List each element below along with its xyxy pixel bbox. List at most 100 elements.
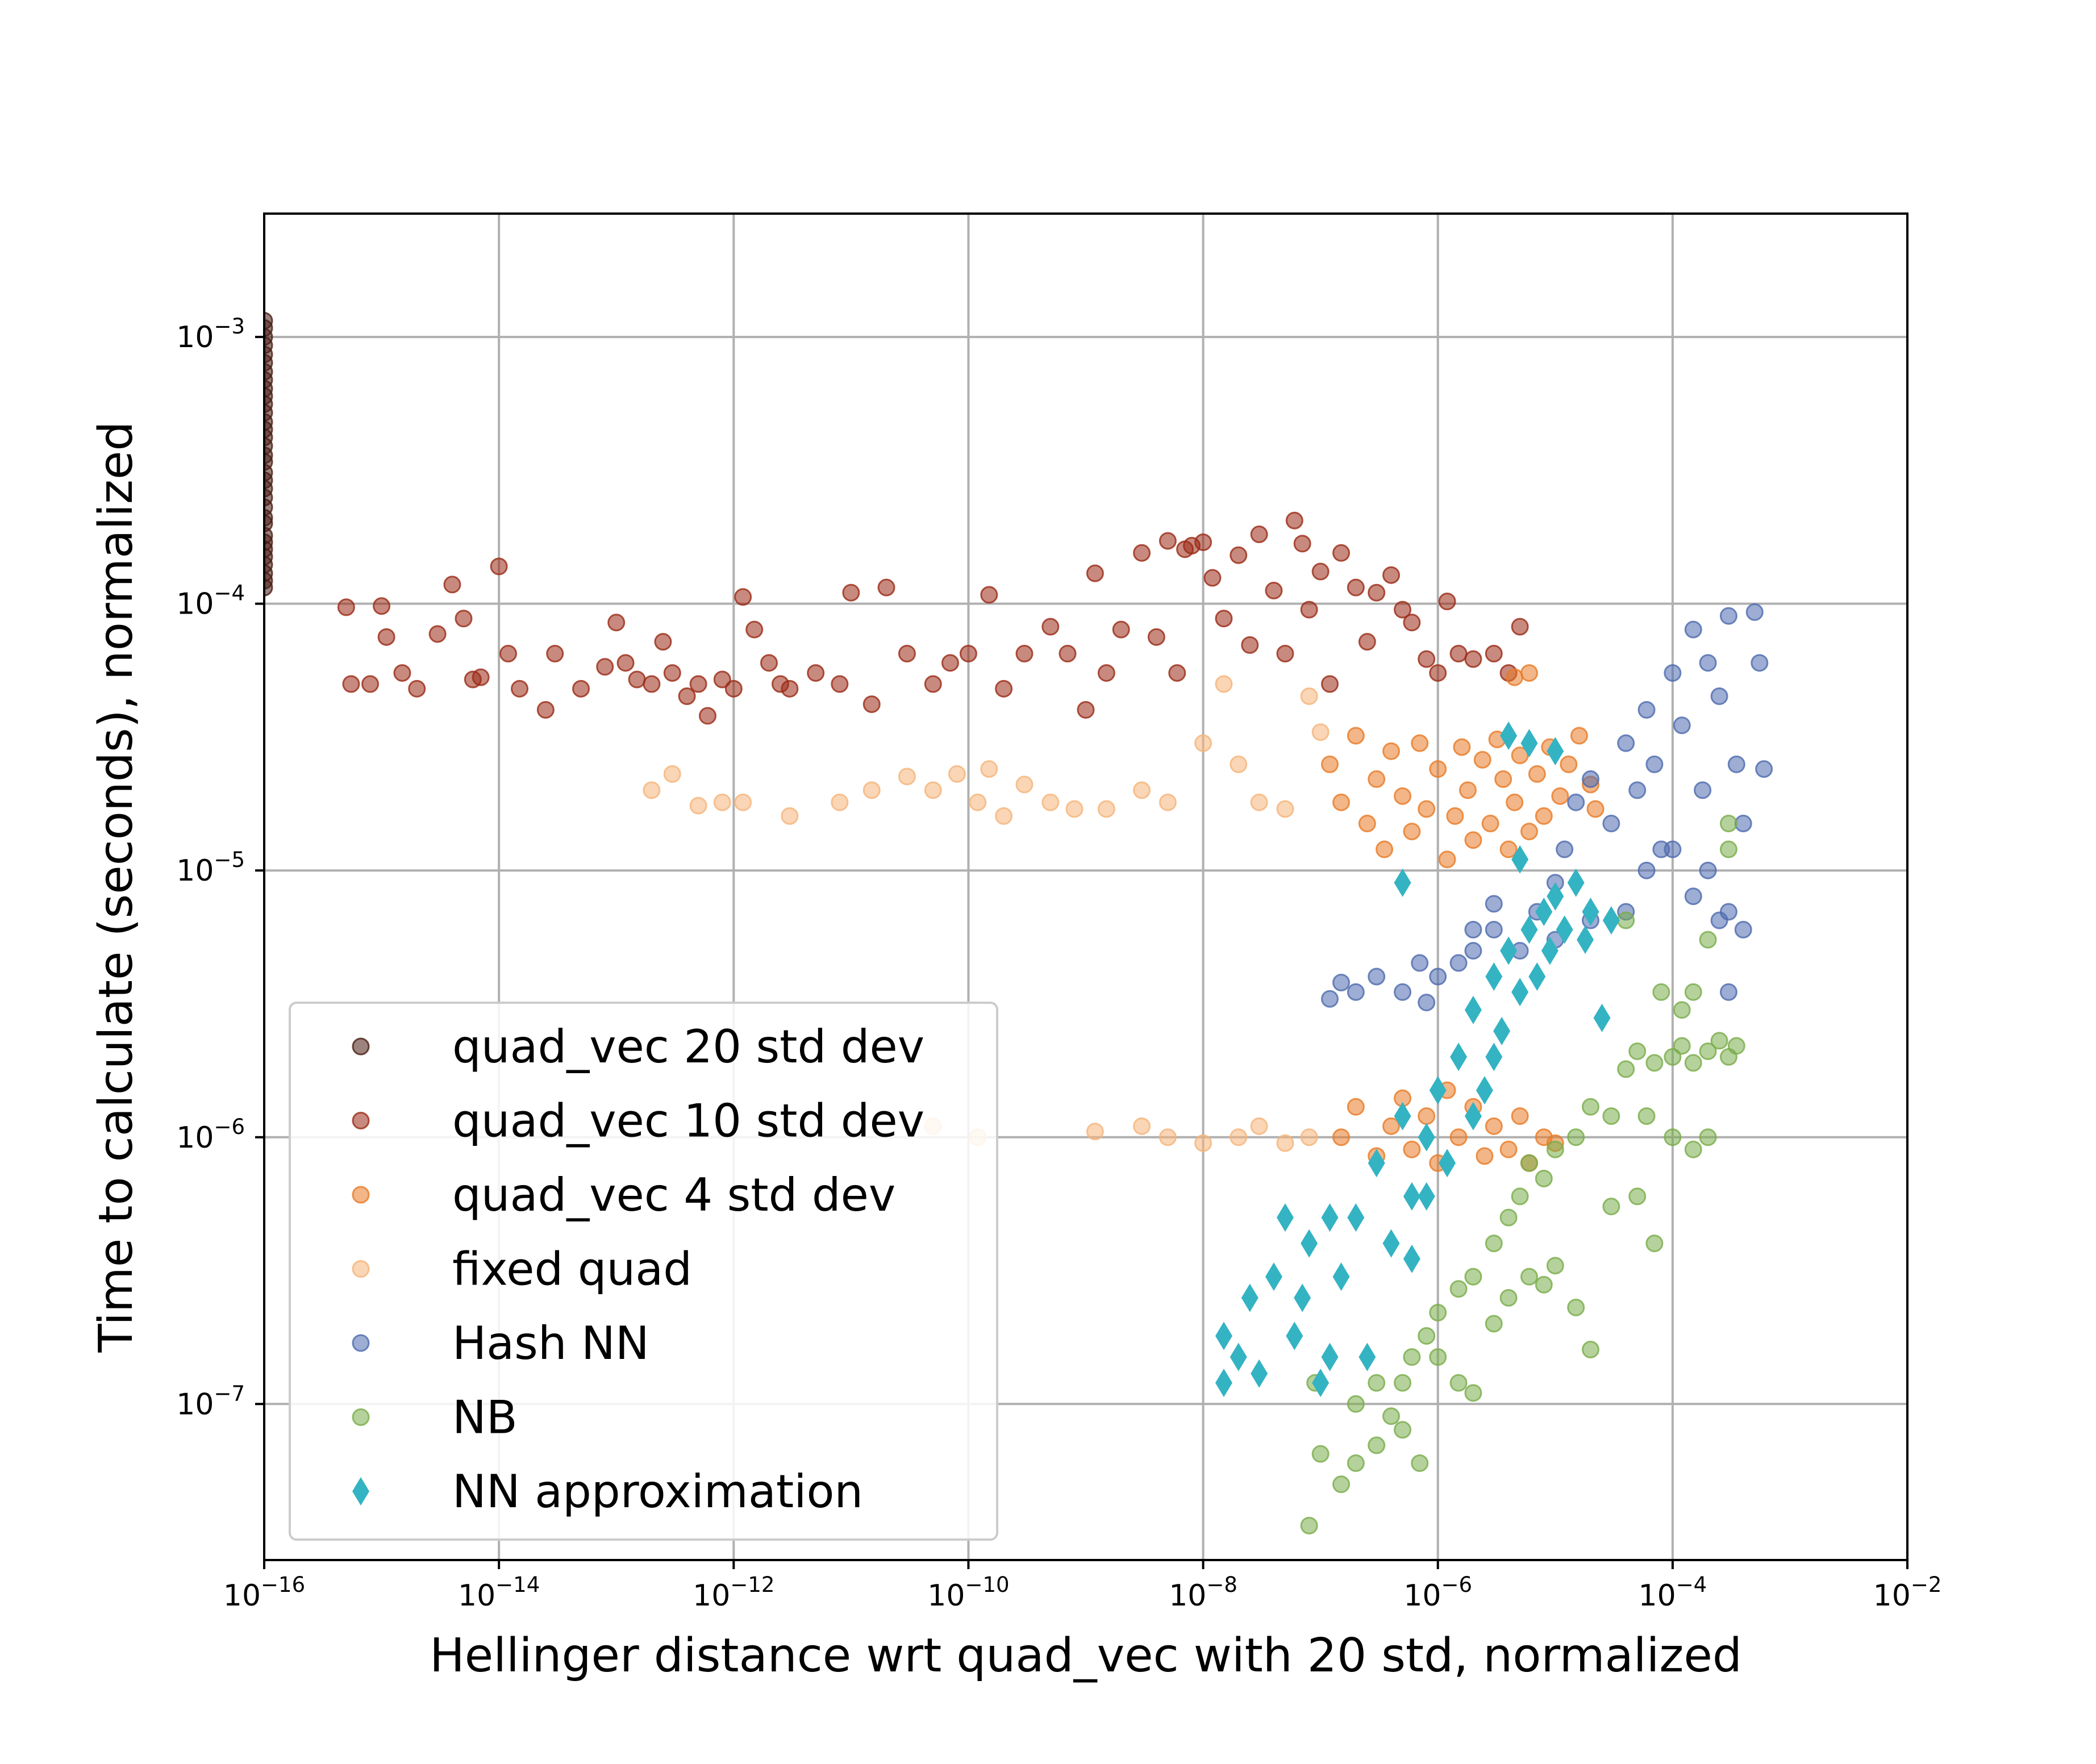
- series-quad-vec-4-std-dev: [1320, 664, 1605, 1172]
- data-point: [1300, 687, 1318, 705]
- data-point-diamond: [1567, 868, 1585, 897]
- data-point-diamond: [1368, 1149, 1385, 1178]
- data-point-diamond: [1450, 1042, 1468, 1071]
- data-point: [1446, 807, 1464, 825]
- data-point: [1449, 1280, 1468, 1298]
- x-axis-label: Hellinger distance wrt quad_vec with 20 …: [430, 1629, 1742, 1683]
- data-point: [1265, 582, 1283, 600]
- data-point: [1429, 1348, 1447, 1366]
- legend-marker: [352, 1334, 370, 1352]
- data-point: [1347, 578, 1365, 597]
- data-point: [1368, 1436, 1386, 1454]
- data-point: [654, 633, 672, 651]
- data-point: [1276, 645, 1294, 663]
- data-point: [1755, 760, 1773, 778]
- data-point: [1112, 620, 1130, 639]
- data-point-diamond: [1520, 915, 1538, 944]
- data-point: [1699, 1128, 1717, 1146]
- data-point-diamond: [1500, 936, 1518, 965]
- data-point: [1332, 1475, 1351, 1494]
- data-point: [1551, 787, 1569, 805]
- data-point: [643, 781, 661, 799]
- data-point-diamond: [1294, 1283, 1311, 1312]
- data-point-diamond: [1520, 729, 1538, 758]
- data-point: [1276, 1134, 1294, 1152]
- data-point: [1719, 815, 1737, 833]
- data-point: [898, 645, 916, 663]
- data-point: [1241, 636, 1259, 654]
- data-point: [1581, 1098, 1599, 1116]
- data-point: [1664, 1128, 1682, 1146]
- data-point: [1394, 983, 1412, 1001]
- data-point: [1511, 1107, 1529, 1125]
- data-point: [1499, 840, 1518, 858]
- x-tick-label: 10−16: [223, 1573, 305, 1613]
- data-point: [1485, 1235, 1503, 1253]
- data-point: [1347, 727, 1365, 745]
- data-point: [1560, 755, 1578, 773]
- data-point: [1602, 1107, 1620, 1125]
- data-point-diamond: [1556, 915, 1573, 944]
- data-point-diamond: [1464, 1102, 1482, 1131]
- data-point: [1464, 650, 1482, 668]
- data-point-diamond: [1359, 1342, 1376, 1371]
- data-point: [1133, 1117, 1151, 1135]
- data-point: [1438, 850, 1456, 869]
- data-point: [1368, 968, 1386, 986]
- data-point: [781, 807, 799, 825]
- data-point: [1617, 1060, 1635, 1078]
- data-point: [734, 588, 752, 606]
- data-point: [1684, 887, 1702, 906]
- data-point: [1628, 1187, 1647, 1206]
- data-point: [1464, 942, 1482, 960]
- data-point: [1133, 781, 1151, 799]
- data-point-diamond: [1394, 868, 1411, 897]
- data-point: [1332, 793, 1351, 811]
- data-point: [1449, 1374, 1468, 1392]
- data-point-diamond: [1394, 1102, 1411, 1131]
- data-point: [1376, 840, 1394, 858]
- data-point: [1570, 727, 1588, 745]
- data-point: [393, 664, 411, 682]
- data-point-diamond: [1485, 962, 1503, 991]
- data-point: [948, 765, 966, 783]
- x-tick-label: 10−14: [458, 1573, 540, 1613]
- data-point: [924, 781, 942, 799]
- x-tick-label: 10−10: [927, 1573, 1009, 1613]
- data-point: [428, 625, 447, 643]
- data-point-diamond: [1593, 1003, 1611, 1032]
- data-point: [1464, 1267, 1482, 1286]
- data-point: [1203, 569, 1222, 587]
- data-point-diamond: [1321, 1203, 1339, 1232]
- data-point-diamond: [1547, 882, 1564, 911]
- data-point-diamond: [1429, 1076, 1447, 1105]
- data-point: [1535, 807, 1553, 825]
- data-point: [1347, 1098, 1365, 1116]
- data-point: [1699, 1042, 1717, 1060]
- data-point: [1293, 535, 1311, 553]
- data-point: [264, 578, 273, 597]
- data-point: [1320, 675, 1339, 693]
- data-point: [1637, 861, 1656, 879]
- data-point: [408, 679, 426, 698]
- data-point: [1230, 1128, 1248, 1146]
- data-point: [1520, 1267, 1538, 1286]
- data-point: [1453, 738, 1471, 756]
- data-point: [898, 768, 916, 786]
- data-point: [1358, 815, 1376, 833]
- data-point: [1300, 1128, 1318, 1146]
- data-point: [1394, 1421, 1412, 1439]
- data-point: [1617, 734, 1635, 752]
- data-point: [1673, 1001, 1691, 1019]
- data-point: [1664, 664, 1682, 682]
- data-point-diamond: [1403, 1182, 1420, 1211]
- data-point: [1567, 793, 1585, 811]
- data-point: [1520, 664, 1538, 682]
- data-point: [1320, 755, 1339, 773]
- data-point: [698, 707, 716, 725]
- data-point: [1332, 544, 1351, 562]
- data-point: [1449, 645, 1468, 663]
- data-point-diamond: [1528, 962, 1546, 991]
- data-point-diamond: [1485, 1042, 1503, 1071]
- data-point: [546, 645, 564, 663]
